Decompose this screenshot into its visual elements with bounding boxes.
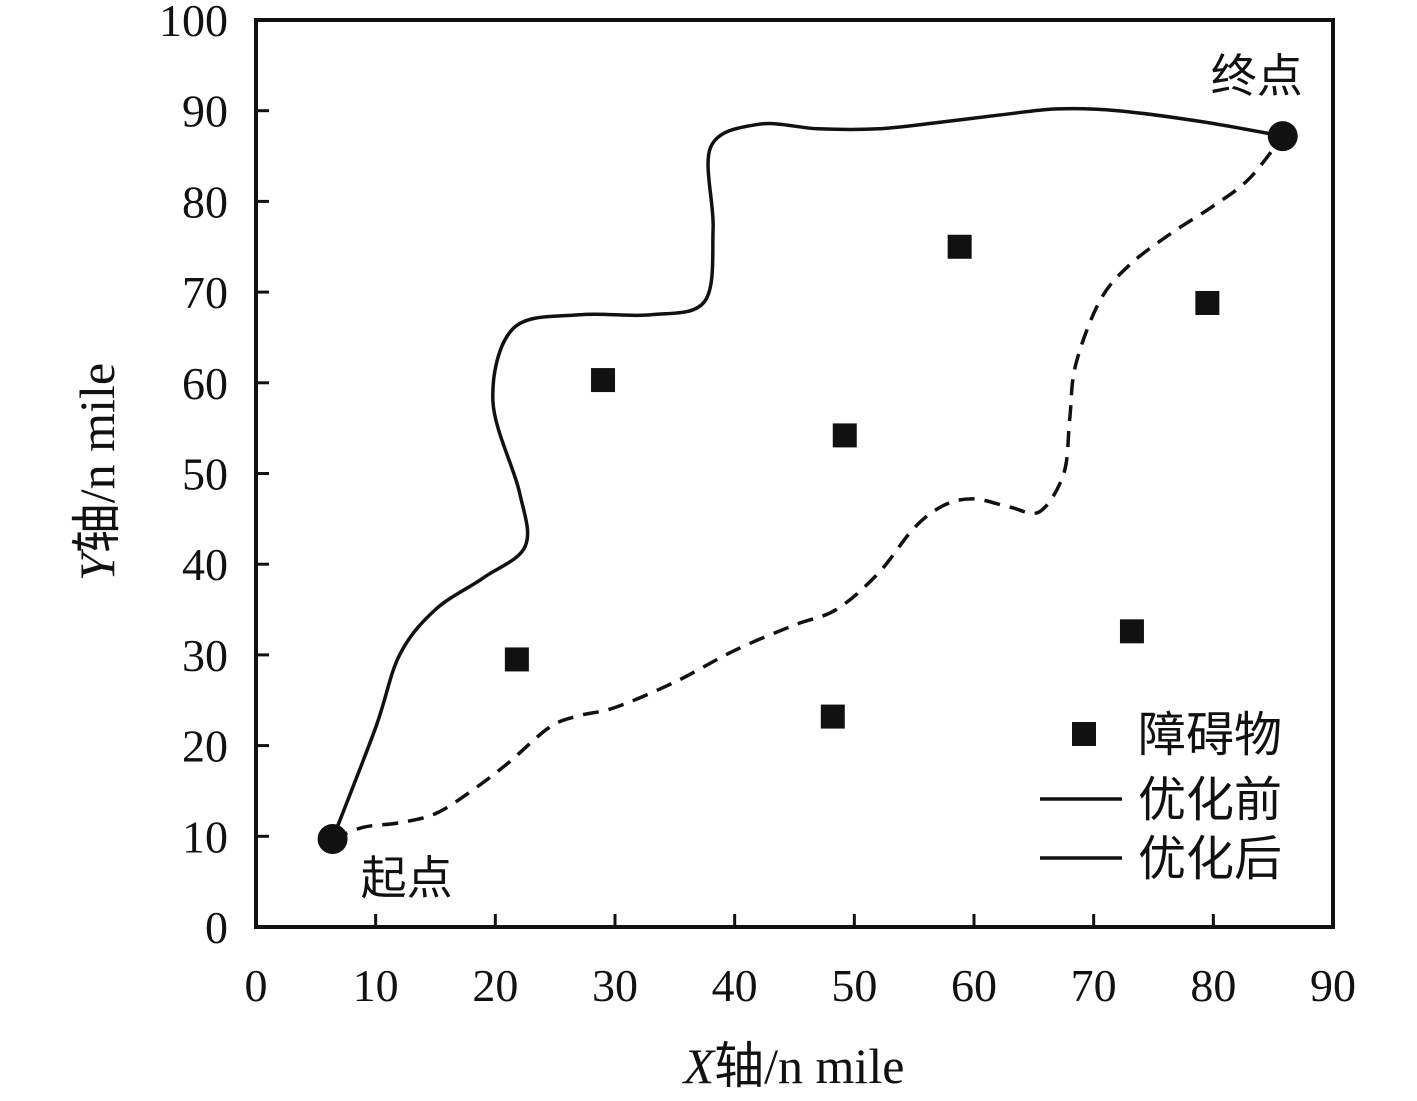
y-tick-label: 60 — [182, 358, 228, 409]
start-point — [317, 824, 348, 855]
x-axis: 0 10 20 30 40 50 60 70 80 90 — [245, 914, 1356, 1011]
y-tick-label: 10 — [182, 811, 228, 862]
legend-label: 优化前 — [1138, 772, 1282, 828]
y-tick-label: 50 — [182, 449, 228, 500]
y-tick-label: 0 — [205, 902, 228, 953]
end-point — [1267, 121, 1298, 152]
legend-label: 优化后 — [1138, 831, 1282, 887]
obstacle-marker — [1119, 619, 1144, 644]
series-layer — [330, 106, 1285, 841]
x-tick-label: 80 — [1190, 960, 1236, 1011]
y-tick-label: 100 — [159, 0, 228, 46]
y-tick-label: 40 — [182, 539, 228, 590]
path-after-optimization — [331, 135, 1285, 841]
obstacle-marker — [591, 368, 616, 393]
obstacle-marker — [820, 704, 845, 729]
obstacle-layer — [504, 234, 1220, 729]
obstacle-marker — [947, 234, 972, 259]
y-axis: 0 10 20 30 40 50 60 70 80 90 100 — [159, 0, 269, 953]
y-tick-label: 30 — [182, 630, 228, 681]
x-tick-label: 60 — [951, 960, 997, 1011]
endpoint-layer: 起点 终点 — [317, 49, 1303, 905]
start-label: 起点 — [361, 851, 453, 905]
end-label: 终点 — [1211, 49, 1303, 103]
legend-label: 障碍物 — [1138, 707, 1282, 763]
x-tick-label: 30 — [592, 960, 638, 1011]
legend-obstacle-marker — [1072, 722, 1096, 746]
y-tick-label: 20 — [182, 721, 228, 772]
x-tick-label: 50 — [831, 960, 877, 1011]
path-before-optimization — [330, 106, 1284, 840]
y-axis-title: Y轴/n mile — [69, 363, 125, 581]
x-tick-label: 90 — [1310, 960, 1356, 1011]
x-tick-label: 20 — [472, 960, 518, 1011]
obstacle-marker — [832, 423, 857, 448]
y-tick-label: 70 — [182, 267, 228, 318]
y-tick-label: 80 — [182, 176, 228, 227]
y-tick-label: 90 — [182, 86, 228, 137]
obstacle-marker — [1195, 290, 1220, 315]
x-tick-label: 0 — [245, 960, 268, 1011]
x-axis-title: X轴/n mile — [682, 1038, 905, 1094]
obstacle-marker — [504, 647, 529, 672]
x-tick-label: 70 — [1071, 960, 1117, 1011]
x-tick-label: 40 — [712, 960, 758, 1011]
x-tick-label: 10 — [353, 960, 399, 1011]
